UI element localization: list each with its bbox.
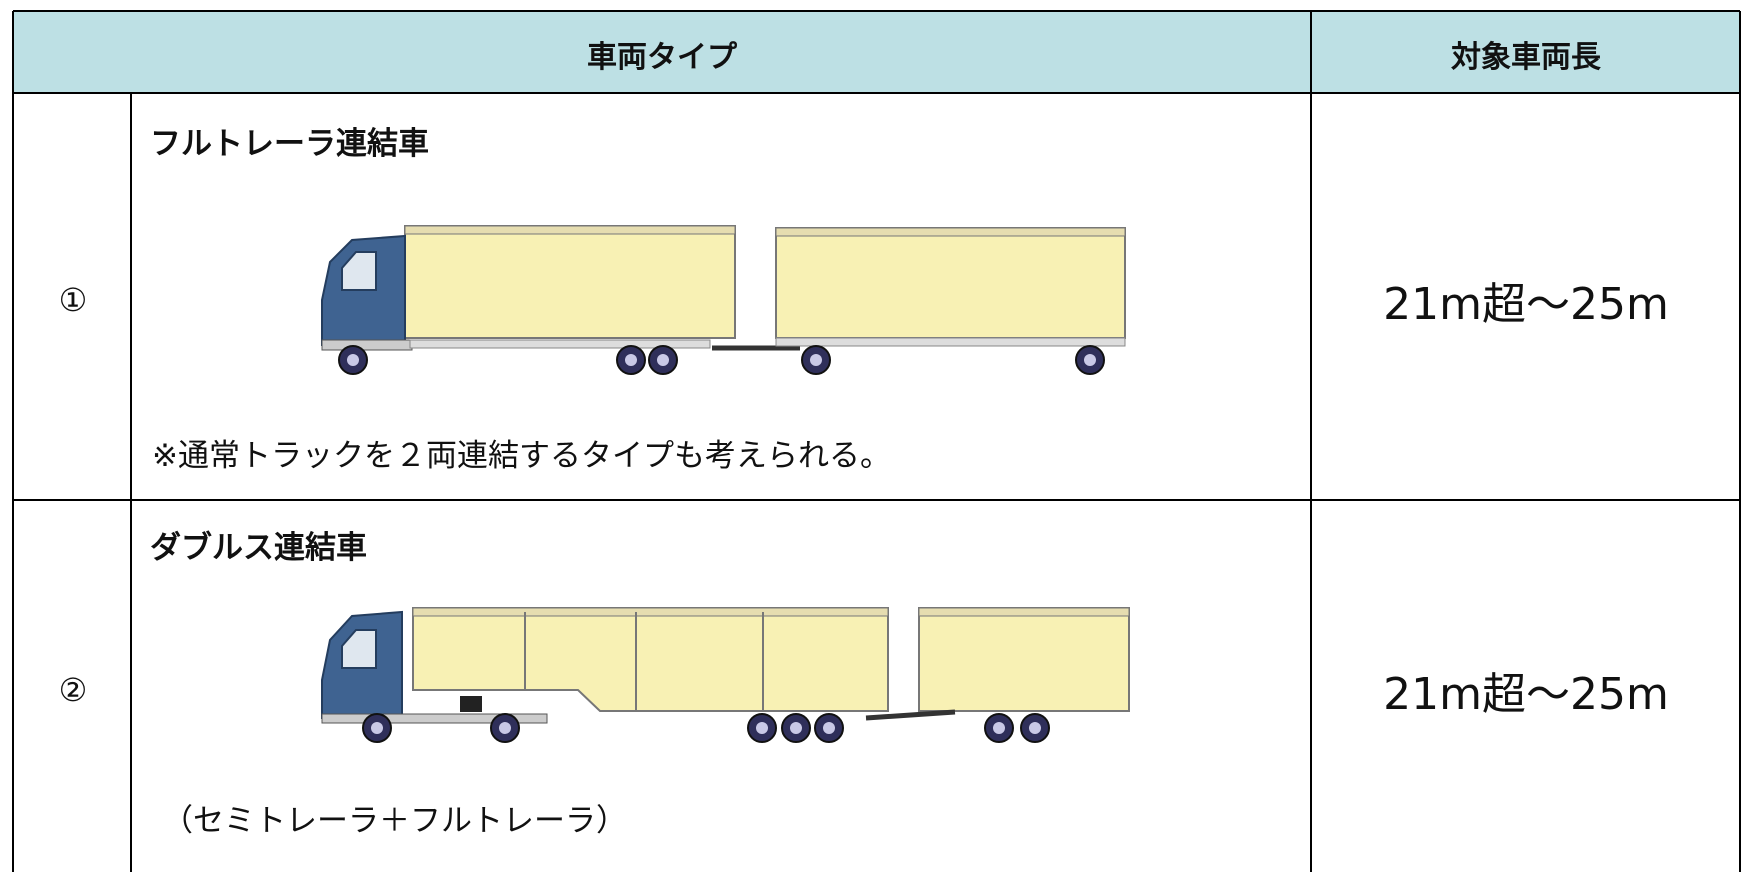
- vehicle-type: フルトレーラ連結車: [150, 126, 429, 162]
- vehicle-note: ※通常トラックを２両連結するタイプも考えられる。: [152, 438, 891, 474]
- truck-full-trailer: [321, 225, 1126, 375]
- row-number: ①: [58, 281, 88, 319]
- truck-doubles: [321, 607, 1130, 743]
- vehicle-type: ダブルス連結車: [150, 530, 367, 566]
- row-number: ②: [58, 671, 88, 709]
- vehicle-note: （セミトレーラ＋フルトレーラ）: [162, 803, 627, 839]
- vehicle-length: 21m超～25m: [1383, 669, 1669, 720]
- header-cell: 車両タイプ: [587, 40, 737, 75]
- header-background: [13, 11, 1740, 93]
- table-grid: [12, 10, 1741, 872]
- vehicle-length: 21m超～25m: [1383, 279, 1669, 330]
- header-cell: 対象車両長: [1451, 40, 1601, 75]
